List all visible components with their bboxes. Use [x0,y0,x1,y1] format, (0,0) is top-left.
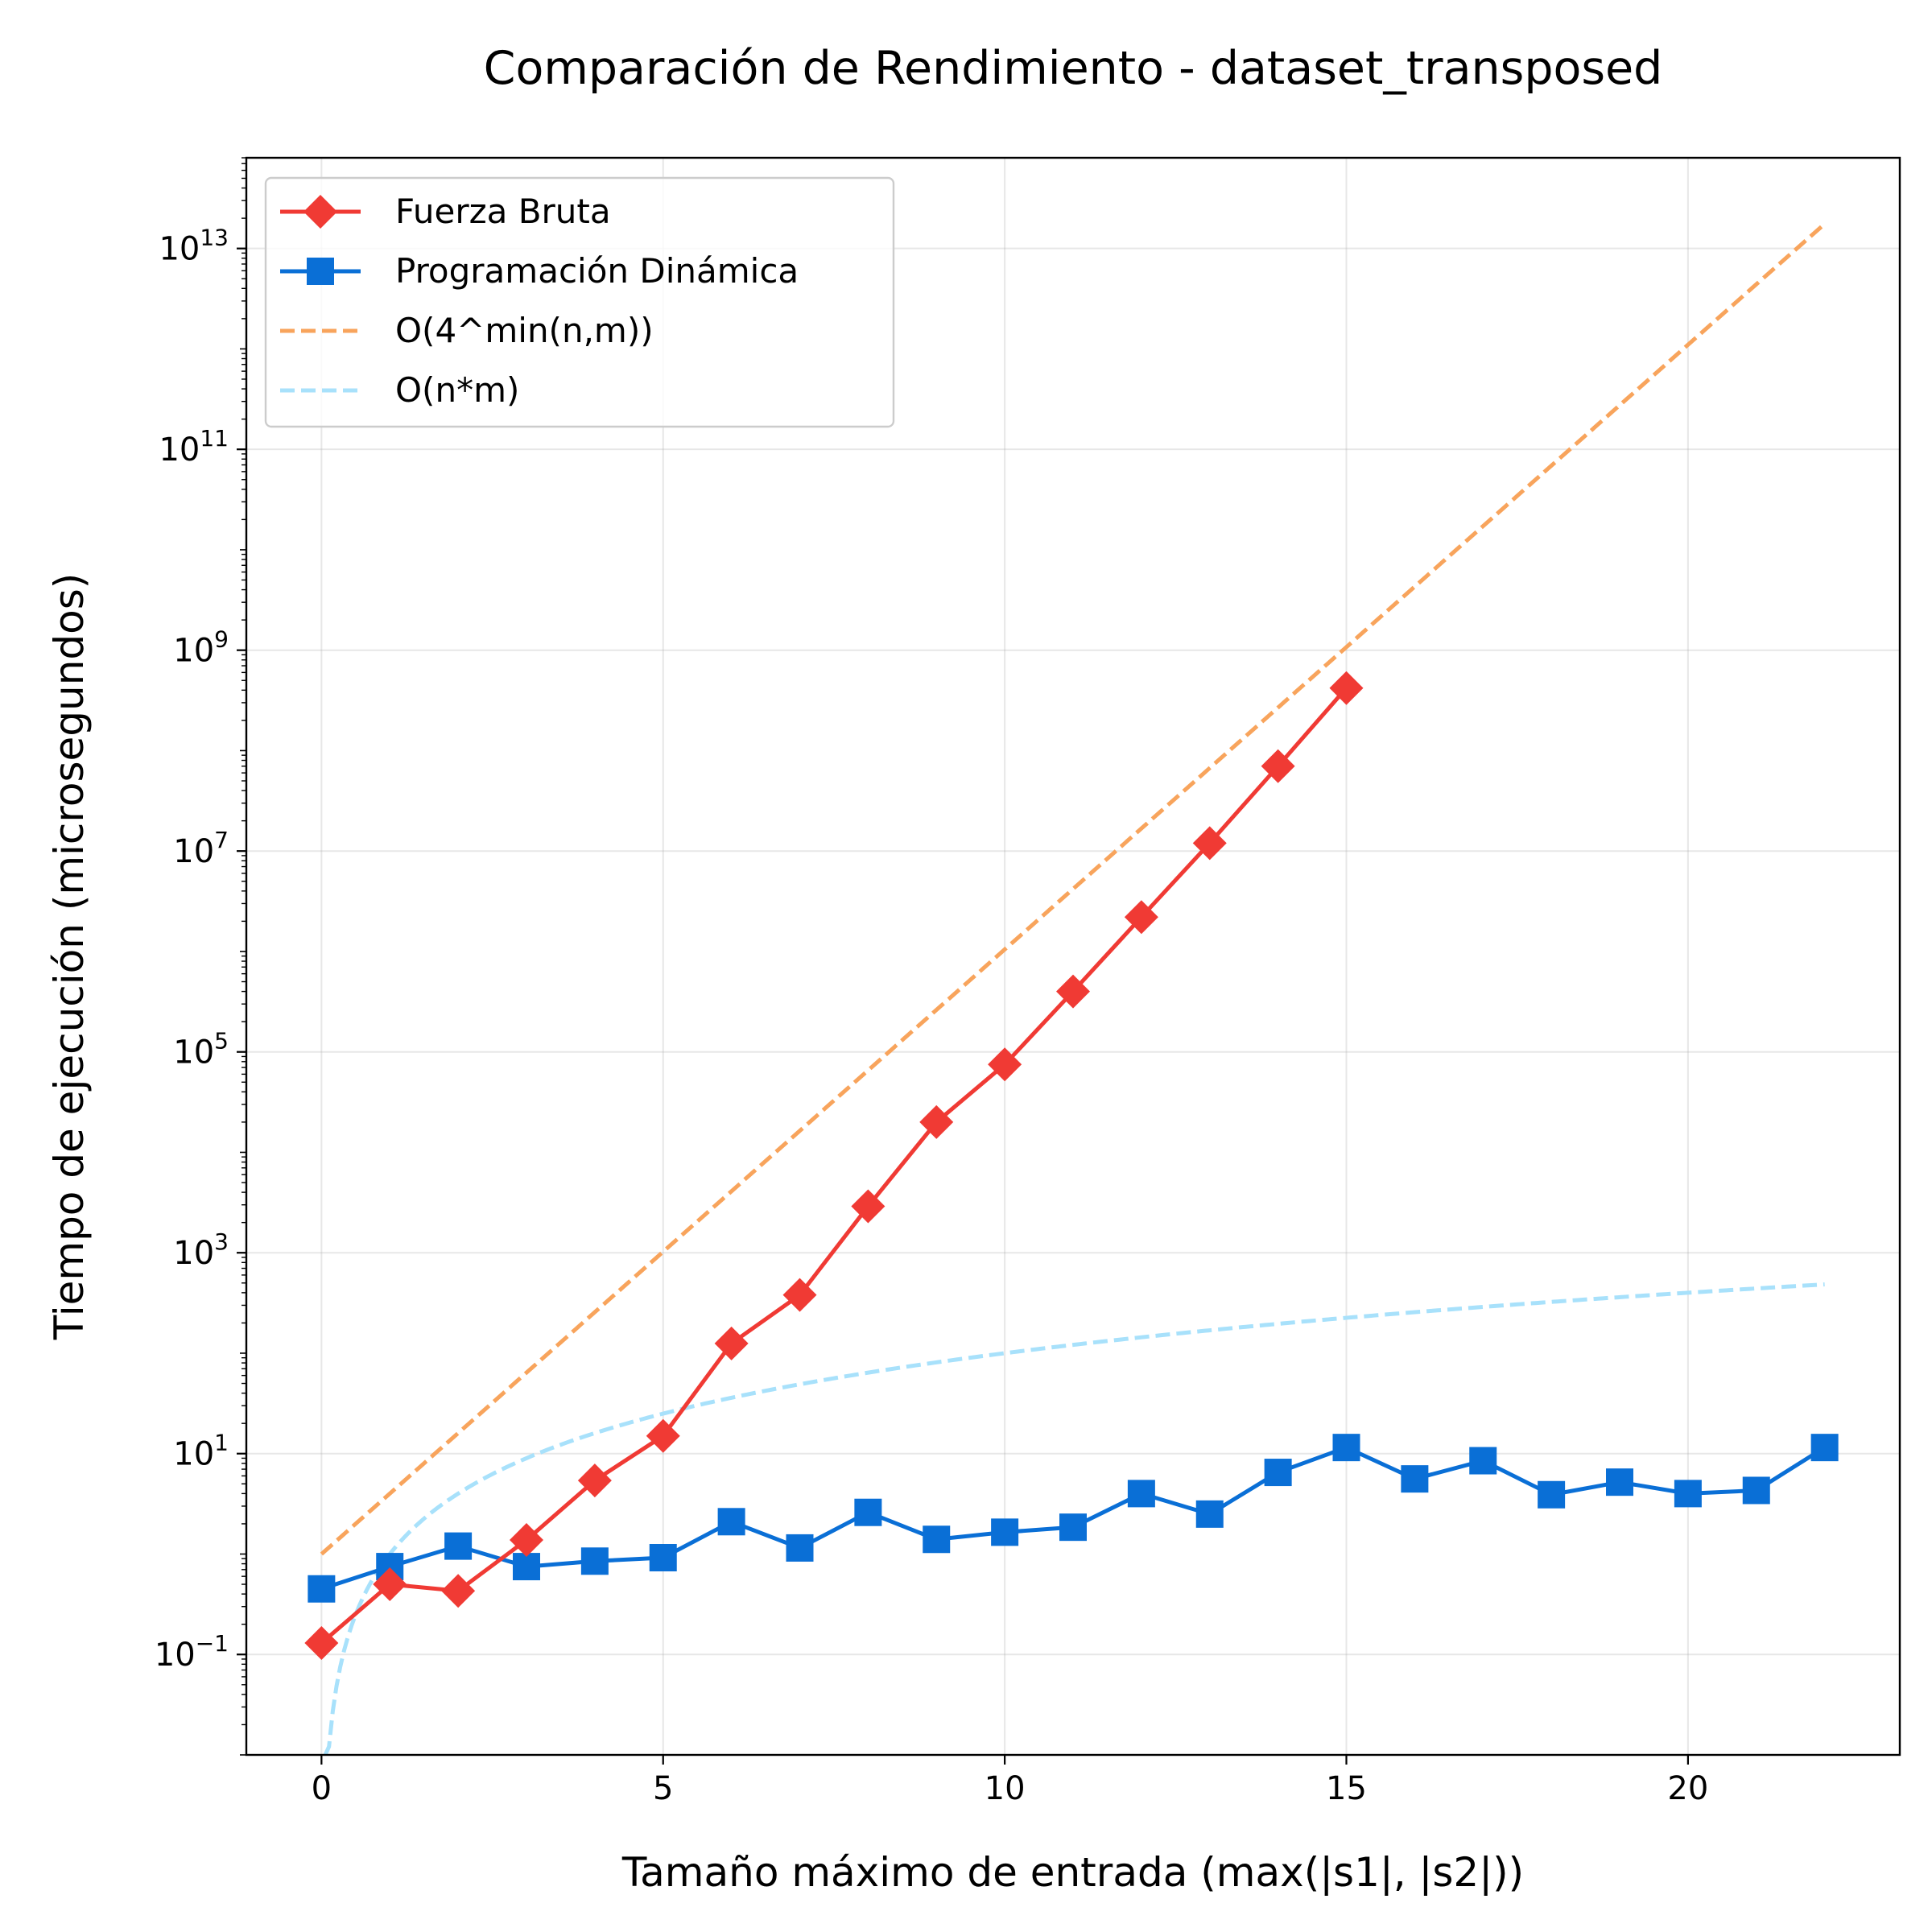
x-tick-label: 20 [1667,1770,1708,1807]
data-point-1 [991,1518,1019,1546]
x-axis-label: Tamaño máximo de entrada (max(|s1|, |s2|… [621,1849,1524,1896]
legend-label-o-n-m: O(n*m) [395,370,519,410]
data-point-1 [1742,1476,1770,1505]
data-point-1 [512,1553,540,1581]
data-point-0 [1261,749,1295,783]
legend-key-marker-1 [307,258,334,285]
y-axis-label: Tiempo de ejecución (microsegundos) [46,573,93,1341]
y-tick-label: 109 [173,626,229,670]
y-tick-label: 1013 [159,225,229,268]
x-tick-label: 15 [1326,1770,1367,1807]
series-line-0 [320,687,1348,1645]
grid [246,158,1900,1755]
y-tick-label: 107 [173,827,229,870]
data-point-1 [1538,1480,1566,1509]
legend-label-fuerza-bruta: Fuerza Bruta [395,192,611,231]
data-point-1 [923,1525,951,1554]
y-tick-label: 101 [173,1430,229,1473]
x-tick-label: 0 [312,1770,332,1807]
data-point-0 [509,1523,543,1558]
data-point-0 [441,1574,476,1608]
data-point-0 [373,1567,407,1602]
data-point-0 [304,1626,339,1661]
data-point-1 [580,1547,609,1575]
legend-label-programacion-dinamica: Programación Dinámica [395,251,799,291]
data-point-1 [308,1575,336,1603]
data-point-1 [1810,1434,1839,1462]
series-line-ref-3 [323,1282,1825,1757]
data-point-1 [1674,1480,1702,1508]
data-point-0 [714,1326,749,1360]
data-point-1 [854,1498,882,1526]
data-point-0 [577,1463,612,1498]
data-point-1 [649,1544,677,1572]
data-point-0 [1329,671,1364,705]
series-area [304,222,1839,1757]
data-point-0 [988,1047,1022,1082]
chart-title: Comparación de Rendimiento - dataset_tra… [484,42,1663,95]
legend-label-o-4-min: O(4^min(n,m)) [395,311,654,350]
data-point-1 [717,1508,745,1536]
y-tick-label: 105 [173,1028,229,1071]
data-point-0 [1124,900,1158,935]
legend: Fuerza Bruta Programación Dinámica O(4^m… [264,176,895,428]
data-point-1 [1264,1459,1292,1487]
data-point-0 [919,1104,954,1139]
data-point-0 [782,1278,817,1312]
data-point-1 [1332,1434,1360,1462]
data-point-1 [1401,1465,1429,1493]
data-point-0 [1056,974,1090,1009]
y-tick-label: 1011 [159,425,229,469]
data-point-0 [851,1189,886,1224]
data-point-0 [646,1418,680,1453]
x-tick-label: 10 [985,1770,1026,1807]
data-point-1 [1469,1447,1497,1475]
data-point-1 [786,1534,814,1562]
legend-frame [264,176,895,428]
data-point-1 [1606,1468,1634,1496]
y-tick-label: 10−1 [155,1630,229,1674]
x-tick-label: 5 [653,1770,673,1807]
axes: 0 5 10 15 20 10−1 101 103 105 107 109 1011 1013 [155,157,1708,1807]
data-point-1 [1127,1480,1155,1508]
y-tick-label: 103 [173,1228,229,1272]
data-point-1 [1195,1500,1224,1528]
legend-key-marker-0 [303,195,337,229]
data-point-1 [444,1532,473,1560]
data-point-0 [1192,826,1227,861]
data-point-1 [1059,1513,1087,1542]
